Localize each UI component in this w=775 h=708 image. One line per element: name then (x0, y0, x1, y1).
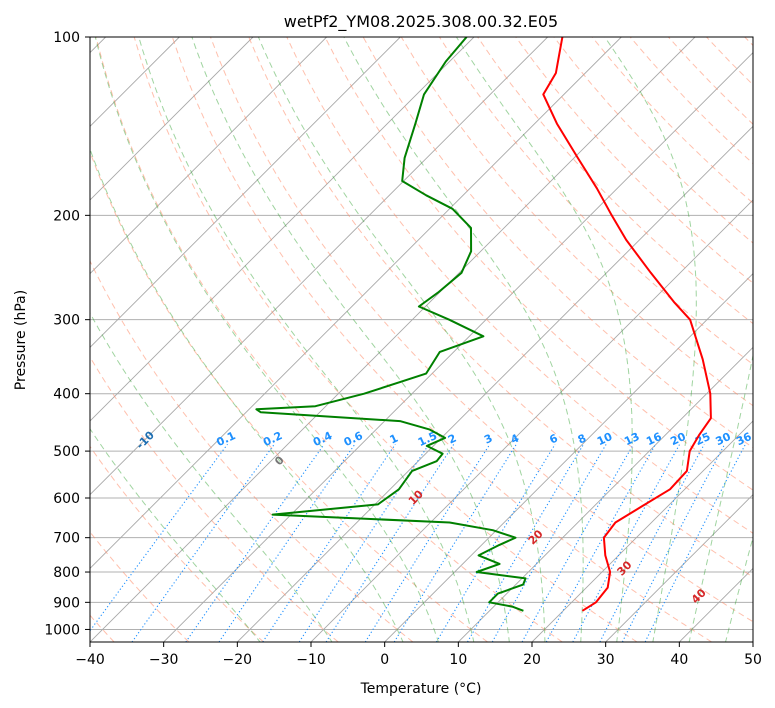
mixing-ratio-label: 16 (644, 430, 664, 448)
mixing-ratio-line-2 (325, 444, 455, 642)
mixing-ratio-line-6 (435, 444, 556, 642)
y-tick-label: 500 (53, 444, 80, 460)
mixing-ratio-lines (90, 443, 746, 642)
y-axis-label: Pressure (hPa) (13, 290, 29, 390)
x-tick-label: 50 (744, 652, 762, 668)
moist-adiabat-40 (688, 353, 753, 642)
dry-adiabat-30 (133, 37, 638, 642)
dry-adiabat-130 (515, 37, 753, 284)
isotherm--80 (90, 37, 401, 348)
moist-adiabat-35 (604, 37, 697, 642)
dry-adiabat-20 (95, 37, 563, 642)
isotherm-10 (458, 346, 753, 642)
x-tick-label: 10 (449, 652, 467, 668)
y-tick-label: 200 (53, 208, 80, 224)
mixing-ratio-label: 10 (595, 430, 615, 448)
mixing-ratio-line-1.5 (298, 443, 430, 642)
dry-adiabat-40 (171, 37, 712, 642)
mixing-ratio-line-0.6 (218, 443, 356, 642)
temperature-profile (542, 37, 712, 612)
x-tick-label: −10 (296, 652, 326, 668)
x-tick-label: 40 (670, 652, 688, 668)
mixing-ratio-label: 30 (714, 430, 734, 448)
dry-adiabat-50 (210, 37, 753, 623)
moist-adiabat-20 (257, 37, 546, 642)
y-tick-label: 100 (53, 30, 80, 46)
plot-area: 0.10.20.40.611.52346810131620253036-100-… (90, 37, 754, 642)
mixing-ratio-label: 25 (693, 430, 712, 448)
isotherm--100 (90, 37, 254, 201)
y-tick-label: 900 (53, 595, 80, 611)
isotherm--40 (90, 37, 696, 642)
dry-adiabat--20 (90, 445, 264, 642)
isotherm--50 (90, 37, 622, 569)
isotherm-30 (605, 494, 753, 642)
x-tick-label: −40 (75, 652, 105, 668)
chart-title: wetPf2_YM08.2025.308.00.32.E05 (284, 12, 558, 32)
x-tick-label: 20 (523, 652, 541, 668)
y-axis: 100 200 300 400 500 600 700 800 900 1000 (44, 30, 90, 638)
dry-adiabat-80 (324, 37, 753, 491)
moist-adiabat-45 (724, 535, 753, 642)
moist-adiabat--20 (90, 427, 261, 642)
x-axis-label: Temperature (°C) (360, 681, 482, 697)
y-tick-label: 1000 (44, 622, 80, 638)
isotherm--30 (163, 52, 753, 642)
dewpoint-profile (255, 37, 527, 612)
mixing-ratio-line-13 (521, 444, 634, 642)
mixing-ratio-label: 13 (622, 430, 641, 448)
isobar-gridlines (90, 37, 753, 630)
x-tick-label: 0 (380, 652, 389, 668)
mixing-ratio-label: 36 (734, 430, 754, 448)
skewed-isotherm-gridlines (90, 37, 753, 642)
y-tick-label: 600 (53, 491, 80, 507)
y-tick-label: 400 (53, 387, 80, 403)
dry-adiabat-0 (90, 259, 414, 642)
mixing-ratio-line-16 (545, 444, 656, 642)
mixing-ratio-line-8 (467, 444, 584, 642)
plot-frame (89, 36, 754, 643)
dry-adiabat-70 (286, 37, 753, 534)
y-tick-label: 300 (53, 313, 80, 329)
x-axis: −40 −30 −20 −10 0 10 20 30 40 50 (75, 642, 762, 668)
mixing-ratio-line-0.2 (131, 443, 275, 642)
moist-adiabat-0 (90, 147, 404, 642)
moist-adiabat-10 (138, 37, 475, 642)
x-tick-label: 30 (597, 652, 615, 668)
mixing-ratio-label: 20 (668, 430, 688, 448)
moist-adiabat--10 (90, 311, 333, 642)
y-tick-label: 700 (53, 531, 80, 547)
mixing-ratio-line-36 (644, 444, 746, 642)
isotherm-20 (531, 420, 753, 642)
x-tick-label: −30 (149, 652, 179, 668)
isotherm-0 (384, 273, 753, 642)
mixing-ratio-line-1 (262, 444, 396, 642)
isotherm--90 (90, 37, 327, 275)
y-tick-label: 800 (53, 565, 80, 581)
isotherm--70 (90, 37, 475, 422)
isotherm--20 (237, 125, 753, 642)
moist-adiabat-5 (94, 37, 439, 642)
isotherm--60 (90, 37, 548, 496)
dry-adiabat-60 (248, 37, 753, 578)
x-tick-label: −20 (223, 652, 253, 668)
moist-adiabats (90, 37, 753, 642)
sounding-profiles (255, 37, 712, 612)
moist-adiabat-15 (191, 37, 510, 642)
moist-adiabat-30 (455, 37, 633, 642)
mixing-ratio-line-0.4 (185, 443, 325, 642)
mixing-ratio-line-0.1 (90, 443, 228, 632)
